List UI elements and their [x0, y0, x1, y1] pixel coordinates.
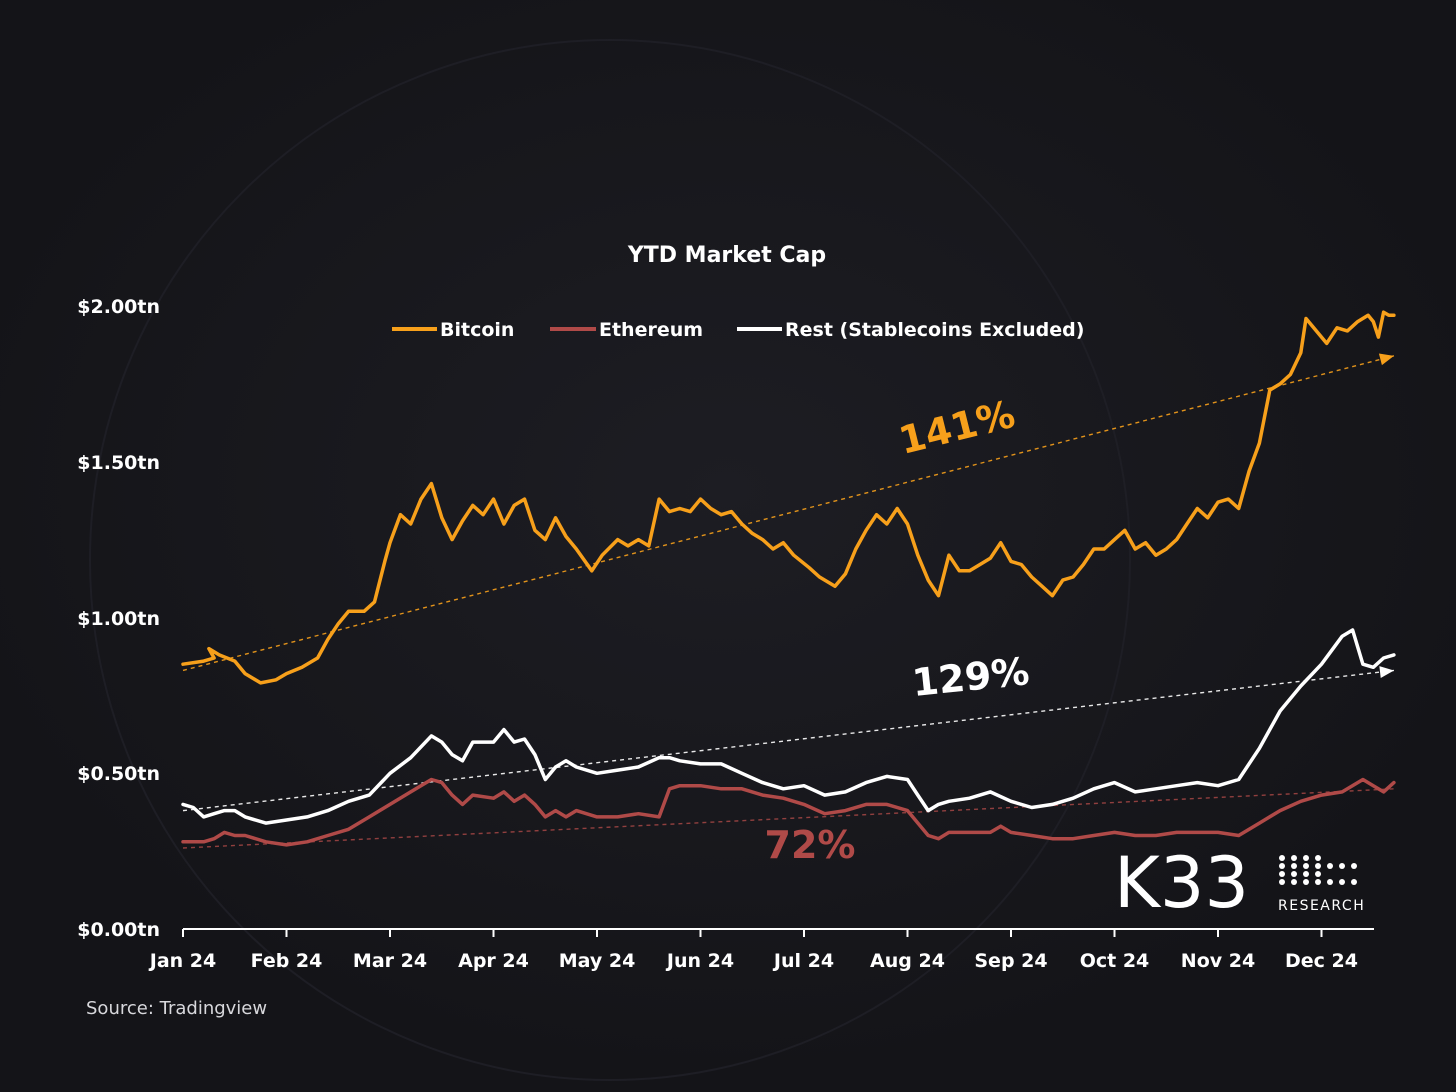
- logo-subtext: RESEARCH: [1278, 898, 1365, 914]
- logo-wordmark: K33: [1114, 842, 1249, 924]
- trend-line-ethereum: [182, 788, 1394, 849]
- logo-dot: [1315, 871, 1321, 877]
- k33-logo: K33 RESEARCH: [1114, 842, 1365, 924]
- logo-dot: [1291, 855, 1297, 861]
- logo-dot: [1315, 879, 1321, 885]
- logo-dot: [1279, 863, 1285, 869]
- x-tick-label: Oct 24: [1080, 950, 1150, 972]
- logo-dot: [1303, 871, 1309, 877]
- logo-dot: [1327, 863, 1333, 869]
- logo-dot: [1339, 863, 1345, 869]
- x-tick-label: Apr 24: [458, 950, 529, 972]
- trend-label-ethereum: 72%: [765, 823, 856, 867]
- logo-dot: [1303, 855, 1309, 861]
- chart-title: YTD Market Cap: [627, 243, 826, 268]
- y-tick-label: $0.50tn: [77, 763, 160, 785]
- trend-line-rest: [182, 669, 1395, 812]
- logo-dot: [1351, 879, 1357, 885]
- x-tick-label: Sep 24: [974, 950, 1047, 972]
- logo-dot-grid: [1279, 855, 1357, 885]
- trend-line-bitcoin: [182, 355, 1395, 672]
- x-tick-label: Mar 24: [353, 950, 427, 972]
- trend-arrowhead: [1379, 666, 1394, 679]
- trend-arrowhead: [1378, 353, 1394, 366]
- x-tick-label: Aug 24: [870, 950, 945, 972]
- y-tick-label: $1.00tn: [77, 608, 160, 630]
- legend-label-bitcoin: Bitcoin: [440, 319, 514, 341]
- logo-dot: [1303, 879, 1309, 885]
- x-tick-label: Jan 24: [148, 950, 216, 972]
- logo-dot: [1291, 871, 1297, 877]
- logo-dot: [1279, 855, 1285, 861]
- y-tick-label: $0.00tn: [77, 919, 160, 941]
- legend: Bitcoin Ethereum Rest (Stablecoins Exclu…: [392, 319, 1084, 341]
- logo-dot: [1327, 879, 1333, 885]
- logo-dot: [1279, 879, 1285, 885]
- y-tick-label: $2.00tn: [77, 296, 160, 318]
- series-line-ethereum: [181, 777, 1396, 847]
- x-tick-label: Nov 24: [1181, 950, 1255, 972]
- source-note: Source: Tradingview: [86, 998, 267, 1019]
- legend-label-ethereum: Ethereum: [599, 319, 703, 341]
- logo-dot: [1303, 863, 1309, 869]
- series-line-rest: [181, 628, 1396, 825]
- logo-dot: [1339, 879, 1345, 885]
- logo-dot: [1351, 863, 1357, 869]
- y-axis: $2.00tn $1.50tn $1.00tn $0.50tn $0.00tn: [77, 296, 160, 941]
- x-tick-label: Dec 24: [1285, 950, 1358, 972]
- logo-dot: [1291, 863, 1297, 869]
- series-line-bitcoin: [181, 310, 1396, 685]
- legend-label-rest: Rest (Stablecoins Excluded): [785, 319, 1084, 341]
- y-tick-label: $1.50tn: [77, 452, 160, 474]
- x-tick-label: Jun 24: [665, 950, 734, 972]
- x-tick-label: Jul 24: [772, 950, 834, 972]
- x-tick-label: May 24: [559, 950, 636, 972]
- logo-dot: [1315, 863, 1321, 869]
- x-axis: Jan 24 Feb 24 Mar 24 Apr 24 May 24 Jun 24 Jul …: [148, 928, 1374, 972]
- x-tick-label: Feb 24: [251, 950, 323, 972]
- logo-dot: [1279, 871, 1285, 877]
- logo-dot: [1291, 879, 1297, 885]
- logo-dot: [1315, 855, 1321, 861]
